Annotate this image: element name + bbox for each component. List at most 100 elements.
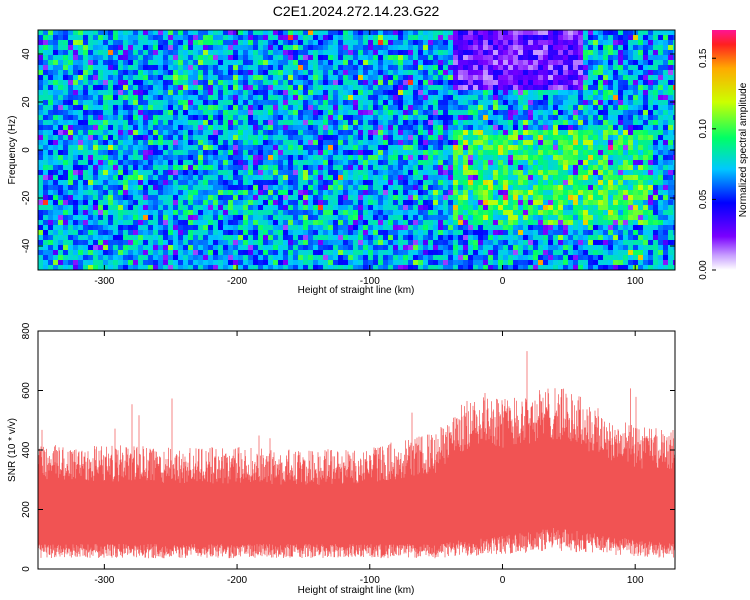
spectrogram-cell bbox=[238, 115, 243, 120]
spectrogram-cell bbox=[83, 175, 88, 180]
spectrogram-cell bbox=[323, 145, 328, 150]
spectrogram-cell bbox=[203, 205, 208, 210]
spectrogram-cell bbox=[153, 60, 158, 65]
spectrogram-cell bbox=[128, 165, 133, 170]
spectrogram-cell bbox=[653, 30, 658, 35]
spectrogram-cell bbox=[63, 170, 68, 175]
spectrogram-cell bbox=[658, 220, 663, 225]
spectrogram-cell bbox=[508, 220, 513, 225]
spectrogram-cell bbox=[78, 190, 83, 195]
spectrogram-cell bbox=[568, 200, 573, 205]
spectrogram-cell bbox=[648, 185, 653, 190]
spectrogram-cell bbox=[343, 60, 348, 65]
spectrogram-cell bbox=[593, 120, 598, 125]
spectrogram-cell bbox=[188, 185, 193, 190]
spectrogram-cell bbox=[113, 180, 118, 185]
spectrogram-cell bbox=[78, 30, 83, 35]
spectrogram-cell bbox=[608, 215, 613, 220]
spectrogram-cell bbox=[343, 165, 348, 170]
spectrogram-cell bbox=[343, 185, 348, 190]
spectrogram-cell bbox=[198, 165, 203, 170]
spectrogram-cell bbox=[653, 65, 658, 70]
spectrogram-cell bbox=[443, 30, 448, 35]
spectrogram-cell bbox=[108, 155, 113, 160]
spectrogram-cell bbox=[623, 95, 628, 100]
spectrogram-cell bbox=[668, 95, 673, 100]
spectrogram-cell bbox=[93, 130, 98, 135]
spectrogram-cell bbox=[433, 145, 438, 150]
spectrogram-cell bbox=[248, 160, 253, 165]
spectrogram-cell bbox=[193, 215, 198, 220]
spectrogram-cell bbox=[233, 80, 238, 85]
spectrogram-cell bbox=[198, 135, 203, 140]
spectrogram-cell bbox=[208, 80, 213, 85]
spectrogram-cell bbox=[548, 40, 553, 45]
spectrogram-cell bbox=[353, 120, 358, 125]
spectrogram-cell bbox=[628, 215, 633, 220]
spectrogram-cell bbox=[403, 150, 408, 155]
spectrogram-cell bbox=[198, 160, 203, 165]
spectrogram-cell bbox=[158, 170, 163, 175]
spectrogram-cell bbox=[623, 170, 628, 175]
spectrogram-cell bbox=[223, 175, 228, 180]
spectrogram-cell bbox=[308, 140, 313, 145]
spectrogram-cell bbox=[293, 105, 298, 110]
spectrogram-cell bbox=[193, 160, 198, 165]
spectrogram-cell bbox=[103, 60, 108, 65]
spectrogram-cell bbox=[418, 220, 423, 225]
spectrogram-cell bbox=[638, 60, 643, 65]
spectrogram-cell bbox=[163, 180, 168, 185]
spectrogram-cell bbox=[513, 100, 518, 105]
spectrogram-cell bbox=[533, 210, 538, 215]
spectrogram-cell bbox=[313, 200, 318, 205]
spectrogram-cell bbox=[483, 180, 488, 185]
spectrogram-cell bbox=[63, 85, 68, 90]
spectrogram-cell bbox=[618, 55, 623, 60]
spectrogram-cell bbox=[498, 140, 503, 145]
spectrogram-cell bbox=[93, 55, 98, 60]
spectrogram-cell bbox=[268, 205, 273, 210]
spectrogram-cell bbox=[78, 135, 83, 140]
spectrogram-cell bbox=[218, 45, 223, 50]
spectrogram-cell bbox=[358, 55, 363, 60]
spectrogram-cell bbox=[278, 60, 283, 65]
spectrogram-cell bbox=[198, 110, 203, 115]
spectrogram-cell bbox=[298, 210, 303, 215]
spectrogram-cell bbox=[458, 150, 463, 155]
spectrogram-cell bbox=[568, 120, 573, 125]
spectrogram-cell bbox=[43, 30, 48, 35]
spectrogram-cell bbox=[173, 45, 178, 50]
spectrogram-cell bbox=[118, 30, 123, 35]
spectrogram-cell bbox=[108, 120, 113, 125]
spectrogram-cell bbox=[88, 180, 93, 185]
spectrogram-cell bbox=[318, 210, 323, 215]
spectrogram-cell bbox=[488, 210, 493, 215]
spectrogram-cell bbox=[623, 55, 628, 60]
spectrogram-cell bbox=[288, 105, 293, 110]
spectrogram-cell bbox=[473, 35, 478, 40]
spectrogram-cell bbox=[283, 100, 288, 105]
spectrogram-cell bbox=[228, 90, 233, 95]
spectrogram-cell bbox=[513, 210, 518, 215]
spectrogram-cell bbox=[258, 215, 263, 220]
spectrogram-cell bbox=[478, 120, 483, 125]
spectrogram-cell bbox=[98, 155, 103, 160]
spectrogram-cell bbox=[48, 160, 53, 165]
spectrogram-cell bbox=[518, 210, 523, 215]
spectrogram-cell bbox=[228, 200, 233, 205]
spectrogram-cell bbox=[153, 120, 158, 125]
spectrogram-cell bbox=[413, 115, 418, 120]
spectrogram-cell bbox=[198, 150, 203, 155]
spectrogram-cell bbox=[288, 60, 293, 65]
spectrogram-cell bbox=[323, 150, 328, 155]
spectrogram-cell bbox=[223, 185, 228, 190]
spectrogram-cell bbox=[643, 185, 648, 190]
spectrogram-cell bbox=[668, 190, 673, 195]
spectrogram-cell bbox=[168, 195, 173, 200]
spectrogram-cell bbox=[128, 115, 133, 120]
spectrogram-cell bbox=[153, 80, 158, 85]
spectrogram-cell bbox=[603, 90, 608, 95]
spectrogram-cell bbox=[298, 95, 303, 100]
spectrogram-cell bbox=[268, 110, 273, 115]
